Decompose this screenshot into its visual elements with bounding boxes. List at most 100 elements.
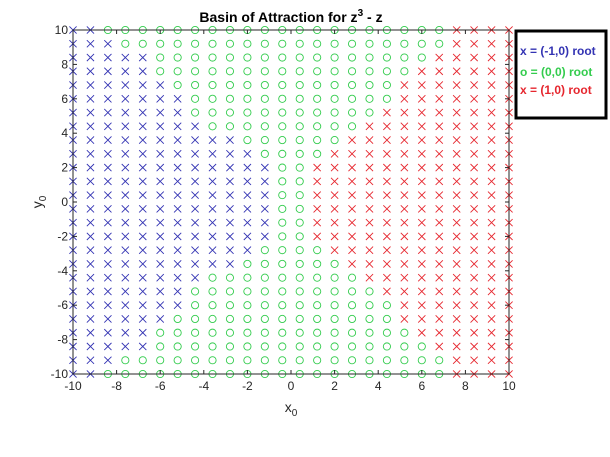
- data-point-red-cross: [417, 301, 426, 310]
- data-point-red-cross: [417, 246, 426, 255]
- data-point-red-cross: [365, 204, 374, 213]
- data-point-green-circle: [243, 94, 252, 103]
- data-point-red-cross: [400, 204, 409, 213]
- data-point-blue-cross: [86, 136, 95, 144]
- data-point-green-circle: [173, 67, 182, 76]
- data-point-blue-cross: [208, 218, 217, 227]
- data-point-blue-cross: [173, 94, 182, 103]
- data-point-red-cross: [435, 342, 444, 351]
- data-point-green-circle: [330, 53, 339, 62]
- data-point-blue-cross: [260, 177, 269, 186]
- data-point-green-circle: [225, 53, 235, 62]
- data-point-red-cross: [400, 177, 409, 186]
- data-point-green-circle: [156, 328, 165, 337]
- data-point-green-circle: [365, 94, 374, 103]
- data-point-blue-cross: [121, 342, 130, 351]
- data-point-green-circle: [295, 314, 304, 324]
- data-point-red-cross: [452, 342, 461, 351]
- data-point-blue-cross: [191, 149, 199, 158]
- data-point-green-circle: [295, 163, 304, 172]
- data-point-red-cross: [400, 81, 409, 89]
- data-point-green-circle: [208, 342, 217, 351]
- data-point-green-circle: [260, 246, 269, 255]
- data-point-red-cross: [365, 260, 374, 268]
- data-point-blue-cross: [173, 149, 182, 158]
- legend-entry-green: o = (0,0) root: [520, 65, 592, 79]
- data-point-red-cross: [365, 177, 374, 186]
- data-point-red-cross: [452, 136, 461, 144]
- data-point-blue-cross: [138, 149, 147, 158]
- data-point-red-cross: [487, 356, 496, 365]
- data-point-red-cross: [487, 39, 496, 48]
- data-point-blue-cross: [226, 149, 234, 158]
- data-point-red-cross: [470, 328, 479, 337]
- data-point-green-circle: [417, 342, 426, 351]
- data-point-red-cross: [435, 204, 444, 213]
- data-point-blue-cross: [121, 191, 130, 200]
- data-point-green-circle: [382, 94, 391, 103]
- data-point-green-circle: [365, 80, 374, 90]
- data-point-blue-cross: [173, 177, 182, 186]
- data-point-green-circle: [121, 356, 130, 365]
- data-point-blue-cross: [121, 136, 130, 144]
- data-point-red-cross: [435, 122, 444, 131]
- data-point-red-cross: [313, 218, 322, 227]
- data-point-green-circle: [295, 232, 304, 241]
- y-tick-label: -6: [57, 298, 68, 312]
- data-point-green-circle: [417, 356, 426, 365]
- data-point-green-circle: [330, 328, 339, 337]
- data-point-red-cross: [470, 136, 479, 144]
- data-point-red-cross: [435, 315, 444, 323]
- data-point-red-cross: [452, 122, 461, 131]
- data-point-green-circle: [278, 342, 287, 351]
- data-point-red-cross: [452, 204, 461, 213]
- data-point-green-circle: [208, 273, 217, 282]
- legend: x = (-1,0) root o = (0,0) root x = (1,0)…: [514, 29, 608, 120]
- data-point-red-cross: [348, 163, 356, 172]
- data-point-blue-cross: [208, 260, 217, 268]
- data-point-red-cross: [435, 273, 444, 282]
- x-tick-label: -10: [64, 379, 82, 393]
- y-axis-title-subscript: 0: [38, 195, 49, 201]
- data-point-blue-cross: [191, 204, 199, 213]
- data-point-green-circle: [225, 301, 235, 310]
- data-point-green-circle: [260, 67, 269, 76]
- data-point-blue-cross: [156, 122, 165, 131]
- data-point-green-circle: [156, 342, 165, 351]
- data-point-green-circle: [243, 108, 252, 117]
- data-point-green-circle: [295, 177, 304, 186]
- data-point-green-circle: [243, 273, 252, 282]
- data-point-red-cross: [470, 149, 479, 158]
- data-point-green-circle: [347, 80, 357, 90]
- data-point-red-cross: [470, 163, 479, 172]
- data-point-green-circle: [382, 80, 391, 90]
- data-point-blue-cross: [156, 191, 165, 200]
- data-point-green-circle: [156, 356, 165, 365]
- data-point-green-circle: [243, 342, 252, 351]
- data-point-red-cross: [348, 204, 356, 213]
- data-point-green-circle: [347, 328, 357, 337]
- y-tick-label: -2: [57, 229, 68, 243]
- data-point-blue-cross: [156, 163, 165, 172]
- data-point-blue-cross: [208, 177, 217, 186]
- data-point-green-circle: [278, 39, 287, 48]
- data-point-blue-cross: [103, 287, 112, 296]
- data-point-green-circle: [417, 39, 426, 48]
- data-point-green-circle: [278, 218, 287, 227]
- data-point-blue-cross: [138, 53, 147, 62]
- data-point-green-circle: [347, 108, 357, 117]
- data-point-green-circle: [243, 356, 252, 365]
- data-point-green-circle: [278, 53, 287, 62]
- data-point-blue-cross: [226, 136, 234, 144]
- data-point-green-circle: [295, 149, 304, 158]
- data-point-blue-cross: [103, 204, 112, 213]
- data-point-blue-cross: [103, 136, 112, 144]
- x-tick-label: 2: [331, 379, 338, 393]
- data-point-green-circle: [225, 39, 235, 48]
- data-point-blue-cross: [226, 191, 234, 200]
- data-point-blue-cross: [173, 163, 182, 172]
- data-point-green-circle: [243, 53, 252, 62]
- data-point-red-cross: [348, 246, 356, 255]
- data-point-blue-cross: [173, 260, 182, 268]
- data-point-green-circle: [330, 122, 339, 131]
